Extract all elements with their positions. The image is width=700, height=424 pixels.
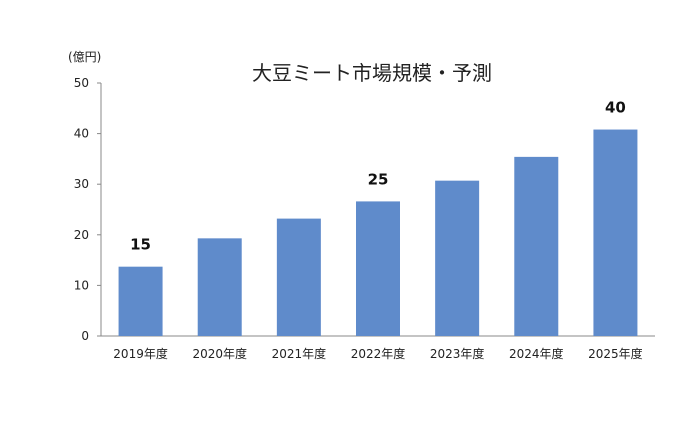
x-tick-label: 2020年度 (192, 346, 247, 361)
x-tick-label: 2024年度 (509, 346, 564, 361)
x-tick-label: 2025年度 (588, 346, 643, 361)
bar-2020年度 (197, 238, 242, 336)
bar-2025年度 (593, 129, 638, 336)
y-axis-unit-label: (億円) (68, 50, 101, 64)
x-tick-label: 2022年度 (351, 346, 406, 361)
x-tick-label: 2021年度 (272, 346, 327, 361)
data-label: 15 (130, 236, 151, 254)
y-tick-label: 30 (74, 177, 89, 191)
bar-2023年度 (435, 180, 480, 336)
bar-2024年度 (514, 156, 559, 336)
data-label: 40 (605, 99, 626, 117)
y-tick-label: 50 (74, 76, 89, 90)
x-tick-label: 2023年度 (430, 346, 485, 361)
bar-2021年度 (276, 218, 321, 336)
x-tick-label: 2019年度 (113, 346, 168, 361)
bar-2019年度 (118, 266, 163, 336)
bar-2022年度 (356, 201, 400, 336)
y-tick-label: 40 (74, 127, 89, 141)
y-tick-label: 0 (81, 329, 89, 343)
y-tick-label: 20 (74, 228, 89, 242)
y-tick-label: 10 (74, 278, 89, 292)
chart-title: 大豆ミート市場規模・予測 (252, 61, 492, 85)
data-label: 25 (368, 170, 389, 188)
